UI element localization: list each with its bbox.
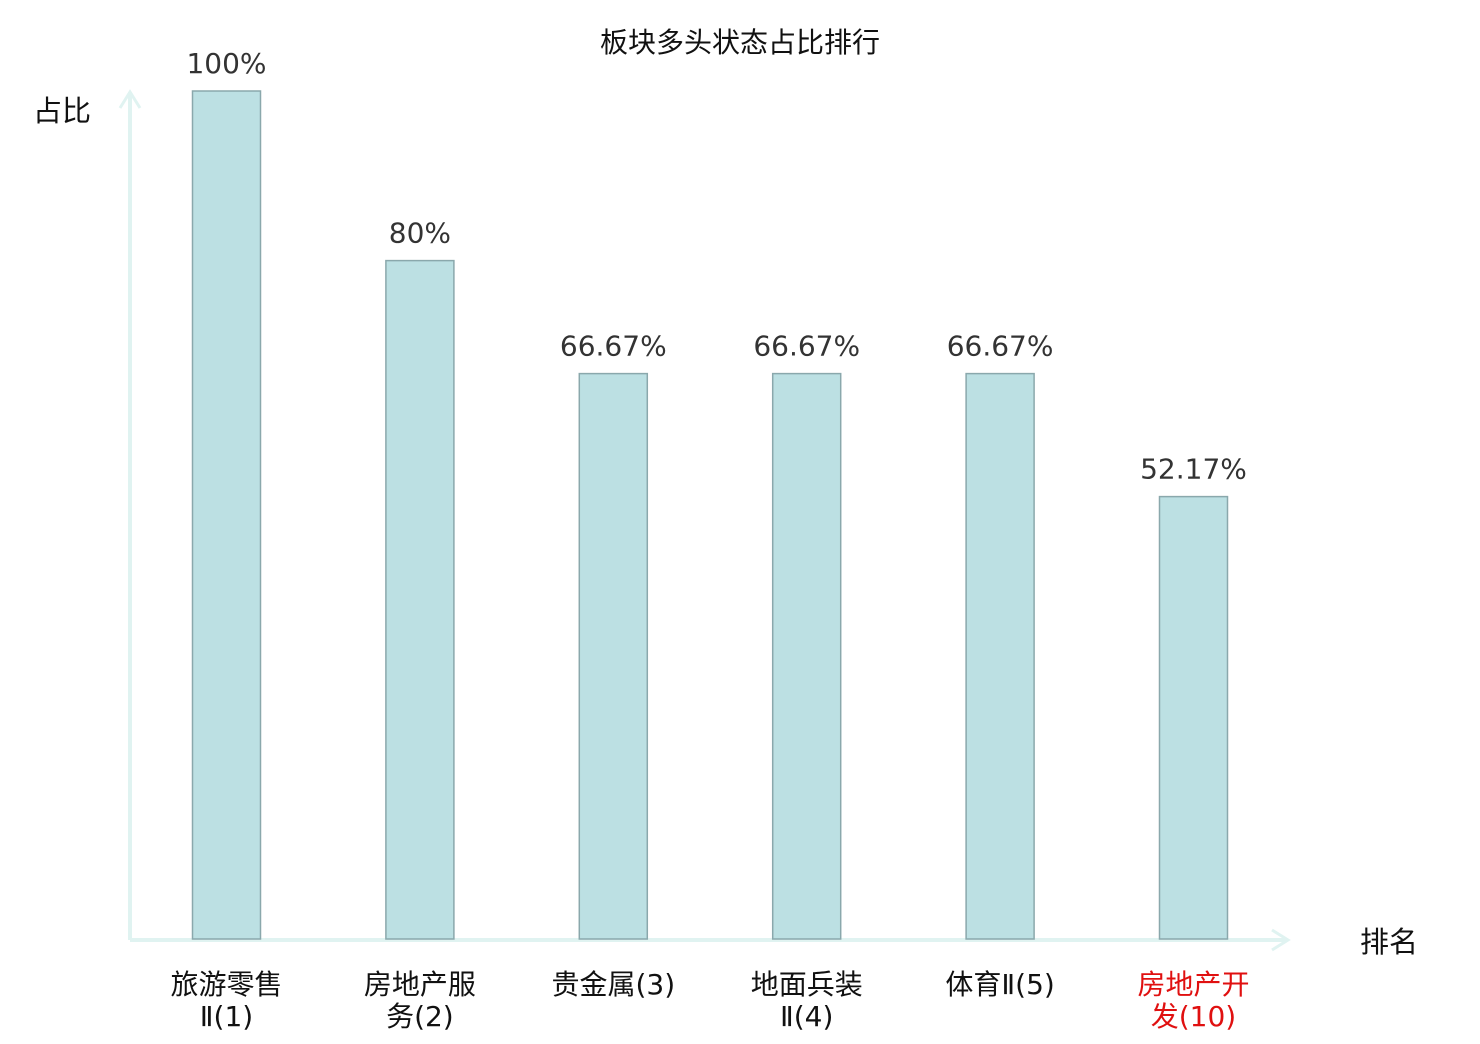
x-axis-arrow [1271, 928, 1291, 952]
axes [118, 89, 1291, 952]
bar-3 [578, 372, 649, 940]
value-label-3: 66.67% [560, 330, 667, 363]
bars-layer [191, 90, 1229, 940]
bar-1 [191, 90, 262, 940]
category-labels-layer: 旅游零售 Ⅱ(1) 房地产服务(2) 贵金属(3) 地面兵装 Ⅱ(4) 体育Ⅱ(5) 房地产开… [170, 968, 1249, 1033]
y-axis-label: 占比 [33, 94, 91, 128]
category-label-5: 体育Ⅱ(5) [945, 968, 1054, 1001]
value-label-6: 52.17% [1140, 453, 1247, 486]
category-label-6: 房地产开发(10) [1137, 968, 1249, 1033]
y-axis-arrow [118, 89, 142, 109]
value-label-5: 66.67% [947, 330, 1054, 363]
chart-title: 板块多头状态占比排行 [600, 26, 880, 59]
value-label-2: 80% [389, 217, 451, 250]
bar-5 [965, 372, 1035, 940]
value-labels-layer: 100% 80% 66.67% 66.67% 66.67% 52.17% [186, 47, 1246, 486]
category-label-2: 房地产服务(2) [364, 968, 476, 1033]
bar-6 [1158, 495, 1229, 940]
x-axis-label: 排名 [1360, 925, 1418, 959]
bar-4 [771, 372, 842, 940]
value-label-1: 100% [186, 47, 266, 80]
category-label-3: 贵金属(3) [551, 968, 675, 1001]
bar-2 [385, 259, 455, 940]
value-label-4: 66.67% [753, 330, 860, 363]
category-label-4: 地面兵装 Ⅱ(4) [751, 968, 863, 1033]
category-label-1: 旅游零售 Ⅱ(1) [170, 968, 282, 1033]
